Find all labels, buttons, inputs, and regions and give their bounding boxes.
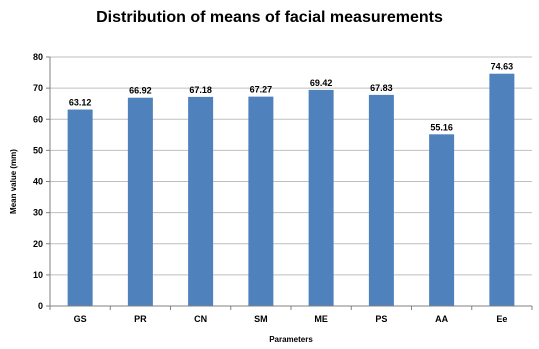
y-tick-label: 30: [33, 208, 43, 218]
bar-cn: [188, 96, 214, 306]
x-tick-label-ps: PS: [375, 314, 387, 324]
y-tick-label: 60: [33, 114, 43, 124]
bar-me: [308, 89, 334, 306]
x-tick-label-ee: Ee: [496, 314, 507, 324]
bar-gs: [67, 109, 93, 306]
y-tick-label: 20: [33, 239, 43, 249]
data-label-sm: 67.27: [250, 85, 273, 95]
x-tick-label-pr: PR: [134, 314, 147, 324]
y-tick-label: 70: [33, 83, 43, 93]
y-tick-label: 80: [33, 52, 43, 62]
bar-pr: [127, 97, 153, 306]
data-label-ee: 74.63: [491, 62, 514, 72]
axes: [46, 56, 533, 310]
labels: 0 10 20 30 40 50 60 70 80 63.12 GS 66.92 PR 67.18 CN 67…: [33, 52, 513, 324]
x-tick-label-cn: CN: [194, 314, 207, 324]
y-axis-title: Mean value (mm): [9, 149, 18, 214]
y-tick-label: 40: [33, 177, 43, 187]
gridlines: [50, 56, 532, 276]
data-label-ps: 67.83: [370, 83, 393, 93]
x-axis-title: Parameters: [269, 335, 313, 344]
data-label-gs: 63.12: [69, 98, 92, 108]
chart-title: Distribution of means of facial measurem…: [96, 9, 443, 26]
y-tick-label: 0: [38, 301, 43, 311]
x-tick-label-gs: GS: [74, 314, 87, 324]
data-label-pr: 66.92: [129, 86, 152, 96]
bar-sm: [248, 96, 274, 306]
x-tick-label-me: ME: [314, 314, 328, 324]
data-label-me: 69.42: [310, 78, 333, 88]
data-label-aa: 55.16: [430, 122, 453, 132]
bar-aa: [429, 134, 455, 306]
x-tick-label-aa: AA: [435, 314, 448, 324]
x-tick-label-sm: SM: [254, 314, 268, 324]
y-tick-label: 10: [33, 270, 43, 280]
y-tick-label: 50: [33, 145, 43, 155]
data-label-cn: 67.18: [189, 85, 212, 95]
bars: [67, 73, 515, 307]
bar-ee: [489, 73, 515, 306]
bar-ps: [368, 94, 394, 307]
